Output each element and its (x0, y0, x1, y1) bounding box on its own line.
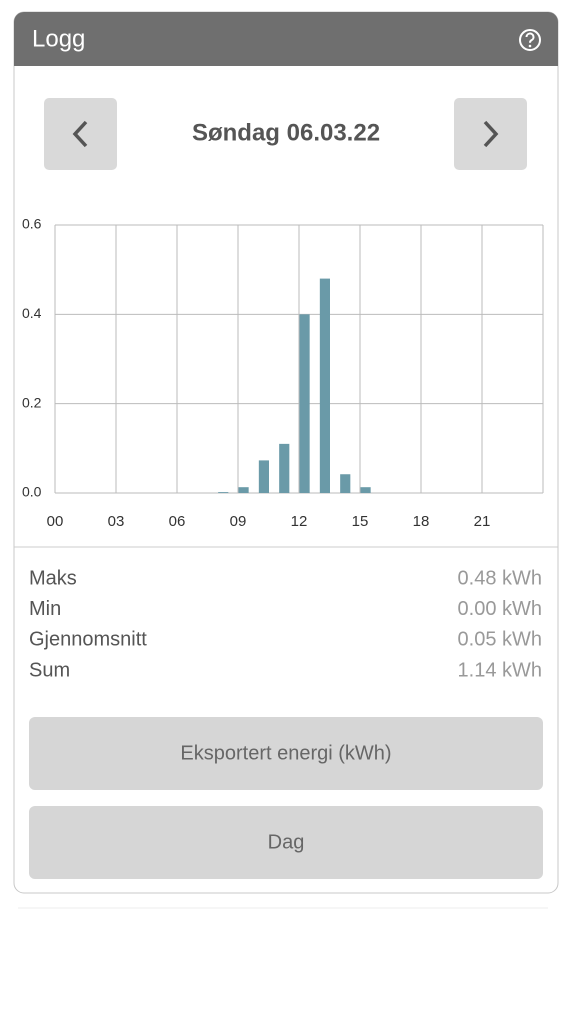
x-tick-label: 12 (291, 513, 308, 530)
prev-button[interactable] (44, 98, 117, 170)
x-tick-label: 09 (230, 513, 247, 530)
bar (340, 474, 351, 493)
x-tick-label: 06 (169, 513, 186, 530)
bar (258, 460, 269, 493)
bar (360, 487, 371, 493)
bar (279, 443, 290, 493)
y-tick-label: 0.4 (22, 305, 42, 321)
bar (218, 492, 229, 493)
stat-label: Gjennomsnitt (29, 629, 147, 651)
chart: 0.0 0.2 0.4 0.6 00 03 06 09 12 15 18 21 (22, 216, 544, 530)
y-tick-label: 0.2 (22, 394, 42, 410)
bar (299, 314, 310, 493)
x-tick-label: 18 (413, 513, 430, 530)
stat-value: 1.14 kWh (458, 659, 542, 681)
stat-label: Maks (29, 567, 77, 589)
bar (238, 487, 249, 493)
export-button-label[interactable]: Eksportert energi (kWh) (180, 742, 391, 764)
bar (319, 278, 330, 493)
y-tick-label: 0.6 (22, 216, 42, 232)
help-icon[interactable] (519, 29, 541, 51)
header-title: Logg (32, 25, 85, 52)
stat-label: Min (29, 598, 61, 620)
stats: Maks 0.48 kWh Min 0.00 kWh Gjennomsnitt 0.05 … (29, 567, 542, 681)
stat-value: 0.48 kWh (458, 567, 542, 589)
next-button[interactable] (454, 98, 527, 170)
y-tick-label: 0.0 (22, 484, 42, 500)
stat-label: Sum (29, 659, 70, 681)
x-tick-label: 15 (352, 513, 369, 530)
stat-value: 0.00 kWh (458, 598, 542, 620)
export-button[interactable] (29, 717, 543, 790)
x-tick-label: 21 (474, 513, 491, 530)
stat-value: 0.05 kWh (458, 629, 542, 651)
x-tick-label: 03 (108, 513, 125, 530)
header-bar (14, 12, 558, 66)
x-tick-label: 00 (47, 513, 64, 530)
date-label: Søndag 06.03.22 (192, 119, 380, 146)
period-button[interactable] (29, 806, 543, 879)
period-button-label[interactable]: Dag (268, 831, 305, 853)
